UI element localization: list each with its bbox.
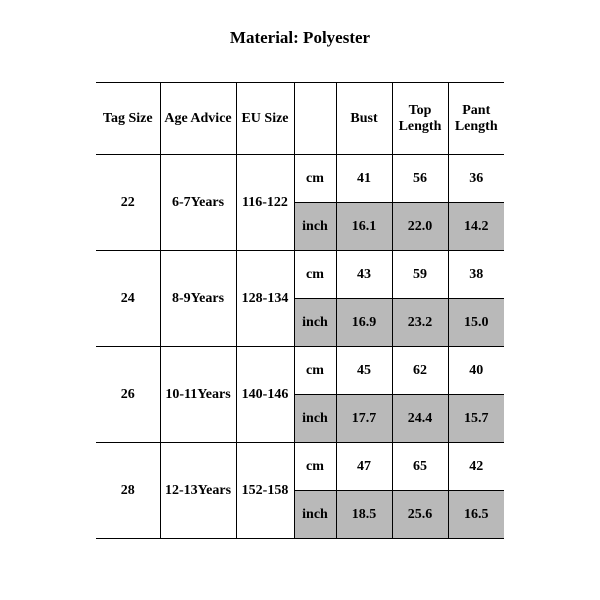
col-eu-size: EU Size [236, 83, 294, 155]
cell-eu-size: 140-146 [236, 347, 294, 443]
cell-bust: 43 [336, 251, 392, 299]
cell-bust: 45 [336, 347, 392, 395]
col-bust: Bust [336, 83, 392, 155]
cell-age-advice: 6-7Years [160, 155, 236, 251]
table-row: 24 8-9Years 128-134 cm 43 59 38 [96, 251, 504, 299]
cell-unit: inch [294, 299, 336, 347]
cell-age-advice: 12-13Years [160, 443, 236, 539]
cell-tag-size: 28 [96, 443, 160, 539]
cell-top: 24.4 [392, 395, 448, 443]
page: Material: Polyester Tag Size Age Advice … [0, 0, 600, 600]
cell-bust: 41 [336, 155, 392, 203]
cell-pant: 15.0 [448, 299, 504, 347]
table-row: 22 6-7Years 116-122 cm 41 56 36 [96, 155, 504, 203]
col-pant-length: Pant Length [448, 83, 504, 155]
cell-eu-size: 128-134 [236, 251, 294, 347]
cell-top: 56 [392, 155, 448, 203]
cell-unit: inch [294, 491, 336, 539]
cell-bust: 17.7 [336, 395, 392, 443]
cell-age-advice: 8-9Years [160, 251, 236, 347]
cell-top: 25.6 [392, 491, 448, 539]
page-title: Material: Polyester [0, 28, 600, 48]
cell-tag-size: 22 [96, 155, 160, 251]
cell-pant: 38 [448, 251, 504, 299]
cell-bust: 18.5 [336, 491, 392, 539]
cell-pant: 40 [448, 347, 504, 395]
cell-top: 22.0 [392, 203, 448, 251]
col-age-advice: Age Advice [160, 83, 236, 155]
cell-pant: 36 [448, 155, 504, 203]
cell-unit: inch [294, 203, 336, 251]
cell-pant: 15.7 [448, 395, 504, 443]
cell-eu-size: 116-122 [236, 155, 294, 251]
col-tag-size: Tag Size [96, 83, 160, 155]
cell-top: 23.2 [392, 299, 448, 347]
cell-pant: 42 [448, 443, 504, 491]
cell-pant: 16.5 [448, 491, 504, 539]
cell-unit: cm [294, 155, 336, 203]
col-unit [294, 83, 336, 155]
table-row: 28 12-13Years 152-158 cm 47 65 42 [96, 443, 504, 491]
cell-tag-size: 26 [96, 347, 160, 443]
cell-age-advice: 10-11Years [160, 347, 236, 443]
cell-top: 65 [392, 443, 448, 491]
cell-unit: cm [294, 443, 336, 491]
cell-unit: cm [294, 347, 336, 395]
table-row: 26 10-11Years 140-146 cm 45 62 40 [96, 347, 504, 395]
cell-top: 59 [392, 251, 448, 299]
cell-bust: 16.9 [336, 299, 392, 347]
cell-pant: 14.2 [448, 203, 504, 251]
cell-eu-size: 152-158 [236, 443, 294, 539]
cell-tag-size: 24 [96, 251, 160, 347]
cell-unit: cm [294, 251, 336, 299]
size-table: Tag Size Age Advice EU Size Bust Top Len… [96, 82, 504, 539]
cell-top: 62 [392, 347, 448, 395]
col-top-length: Top Length [392, 83, 448, 155]
table-header-row: Tag Size Age Advice EU Size Bust Top Len… [96, 83, 504, 155]
cell-unit: inch [294, 395, 336, 443]
cell-bust: 47 [336, 443, 392, 491]
cell-bust: 16.1 [336, 203, 392, 251]
